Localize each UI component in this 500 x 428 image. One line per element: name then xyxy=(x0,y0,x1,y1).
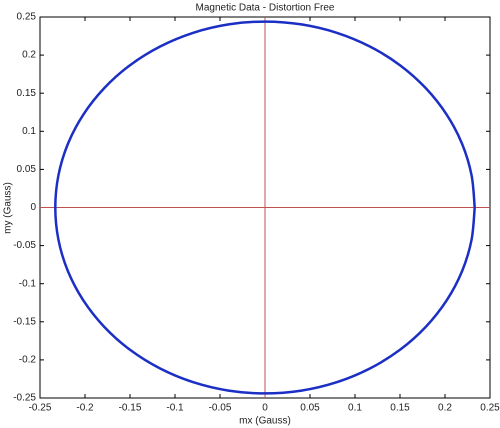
x-tick-label: 0.1 xyxy=(348,403,362,414)
y-tick-label: -0.15 xyxy=(13,316,36,327)
x-tick-label: -0.2 xyxy=(76,403,94,414)
x-tick-label: 0.2 xyxy=(438,403,452,414)
x-tick-label: -0.05 xyxy=(209,403,232,414)
y-tick-label: -0.2 xyxy=(19,355,37,366)
y-tick-label: 0.05 xyxy=(17,164,37,175)
x-tick-label: 0.15 xyxy=(390,403,410,414)
y-tick-label: -0.1 xyxy=(19,278,37,289)
y-tick-label: 0.2 xyxy=(22,50,36,61)
x-tick-label: -0.1 xyxy=(166,403,184,414)
y-tick-label: -0.05 xyxy=(13,240,36,251)
chart-title: Magnetic Data - Distortion Free xyxy=(196,3,335,14)
data-line xyxy=(54,20,476,395)
x-axis-label: mx (Gauss) xyxy=(239,416,291,427)
x-tick-label: -0.25 xyxy=(29,403,52,414)
y-tick-label: 0.25 xyxy=(17,12,37,23)
y-tick-label: 0 xyxy=(30,202,36,213)
y-tick-label: -0.25 xyxy=(13,393,36,404)
y-tick-label: 0.15 xyxy=(17,88,37,99)
x-tick-label: 0.25 xyxy=(480,403,500,414)
y-tick-label: 0.1 xyxy=(22,126,36,137)
y-axis-label: my (Gauss) xyxy=(3,182,14,234)
x-tick-label: -0.15 xyxy=(119,403,142,414)
x-tick-label: 0.05 xyxy=(300,403,320,414)
x-tick-label: 0 xyxy=(262,403,268,414)
